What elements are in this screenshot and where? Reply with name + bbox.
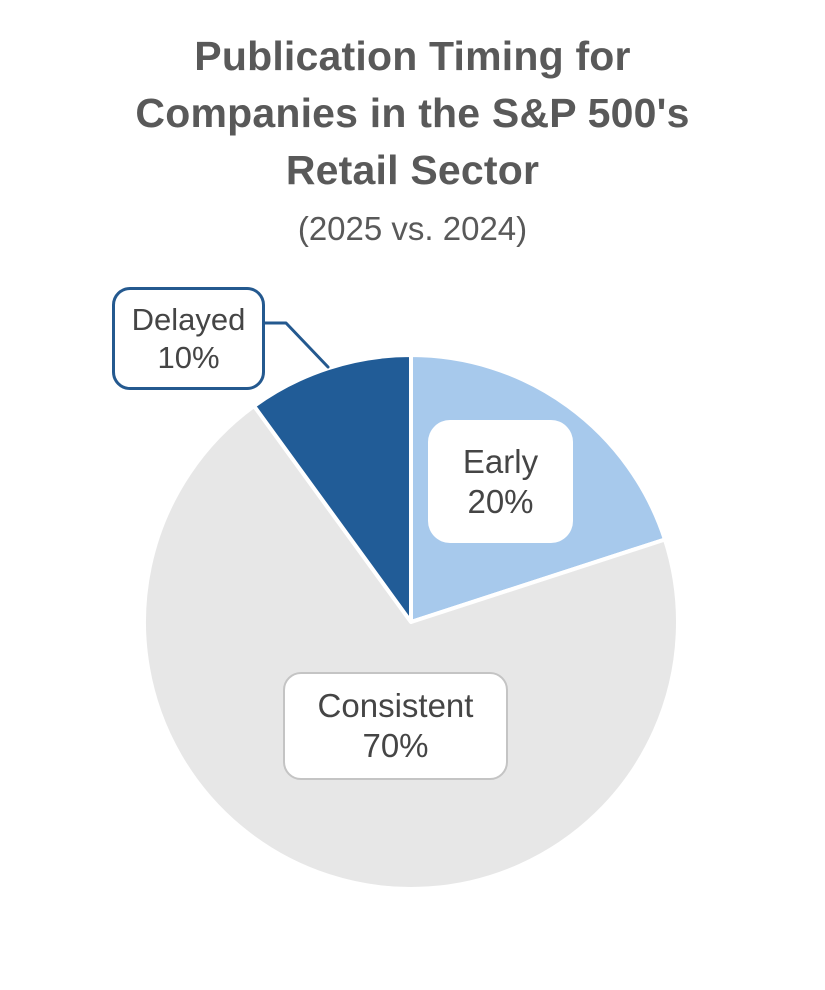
label-early: Early 20% [428,420,573,543]
pie-slices [142,353,680,891]
chart-title-line-1: Publication Timing for [194,33,631,79]
chart-title: Publication Timing for Companies in the … [0,28,825,199]
chart-subtitle: (2025 vs. 2024) [297,210,528,247]
slice-value-consistent: 70% [362,727,429,764]
slice-value-delayed: 10% [157,339,220,375]
slice-label-consistent: Consistent [317,687,474,724]
chart-title-line-3: Retail Sector [285,147,540,193]
chart-title-line-2: Companies in the S&P 500's [135,90,690,136]
slice-value-early: 20% [467,482,534,520]
slice-label-delayed: Delayed [131,301,246,337]
pie-slice-consistent [142,403,680,891]
slice-label-early: Early [462,442,539,480]
label-consistent: Consistent 70% [283,672,508,780]
callout-delayed: Delayed 10% [112,287,265,390]
callout-leader-line [263,321,330,369]
